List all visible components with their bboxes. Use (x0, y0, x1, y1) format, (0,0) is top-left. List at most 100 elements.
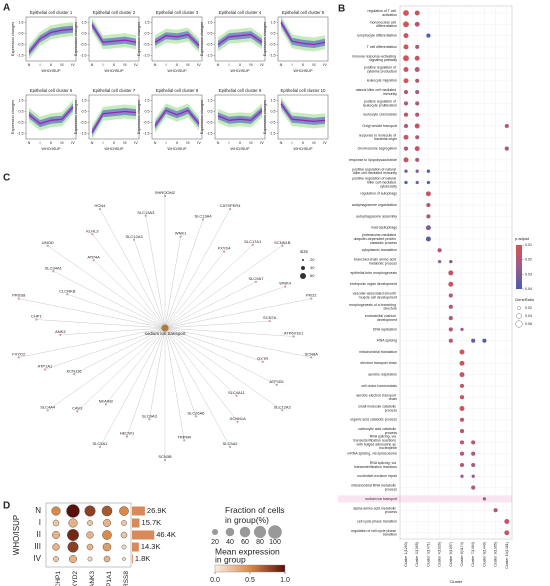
gene-label: HCN4 (94, 203, 106, 208)
size-key (301, 266, 305, 270)
y-axis-label: Expression changes (11, 100, 15, 134)
enrichment-dot (403, 55, 409, 62)
y-axis-label: Expression changes (74, 100, 78, 134)
profile-band (29, 25, 73, 56)
gene-label: NKAIN2 (99, 398, 114, 403)
enrichment-dot (425, 236, 431, 242)
gene-label: SCNN1A (230, 416, 247, 421)
gene-node (17, 356, 20, 359)
size-key (516, 313, 522, 319)
network-edge (164, 327, 197, 417)
gene-node (235, 394, 238, 397)
enrichment-dot (471, 485, 476, 490)
gene-node (76, 410, 79, 413)
network-edge (145, 215, 166, 329)
network-edge (164, 327, 231, 448)
term-label: morphogenesis of a branching structure (349, 303, 397, 311)
gene-label: TRPM4 (177, 434, 191, 439)
x-tick-label: N (28, 141, 31, 145)
y-tick-label: 0.5 (82, 31, 87, 35)
plot-title: Epithelial cell cluster 5 (282, 10, 325, 15)
network-edge (99, 327, 166, 448)
term-label: alpha-amino acid metabolic process (353, 506, 397, 514)
y-tick-label: -1.5 (143, 53, 149, 57)
expression-dot (84, 505, 96, 517)
gene-node (46, 244, 49, 247)
y-axis-label: Expression changes (74, 22, 78, 56)
y-tick-label: -1.5 (269, 131, 275, 135)
network-edge (18, 298, 166, 329)
y-axis-label: Expression changes (263, 22, 267, 56)
enrichment-dot (415, 78, 420, 83)
network-edge (164, 320, 270, 329)
x-axis-label: WHO/ISUP (104, 147, 124, 151)
term-label: carboxylic acid catabolic process (358, 427, 397, 435)
gene-node (194, 415, 198, 418)
expression-dot (102, 542, 112, 552)
color-tick-label: 0.04 (525, 287, 532, 291)
enrichment-dot (415, 90, 420, 95)
network-edge (164, 208, 231, 329)
network-edge (47, 245, 166, 329)
enrichment-dot (471, 338, 476, 343)
term-label: electron transport chain (360, 361, 397, 365)
enrichment-dot (448, 270, 454, 276)
expression-dot (52, 543, 60, 551)
expression-dot (67, 529, 79, 541)
term-label: mRNA splicing, via spliceosome (347, 452, 397, 456)
network-edge (18, 327, 166, 358)
expression-dot (121, 544, 127, 550)
term-label: mitochondrial RNA metabolic process (351, 484, 397, 492)
term-label: sodium ion transport (365, 497, 397, 501)
x-tick-label: II (176, 63, 178, 67)
gene-label: ATP1A1 (38, 364, 53, 369)
x-axis-label: WHO/ISUP (293, 69, 313, 73)
row-label: III (34, 542, 41, 551)
x-tick-label: I (39, 141, 40, 145)
gene-node (52, 270, 55, 273)
row-label: IV (33, 554, 41, 563)
gene-node (148, 418, 151, 421)
term-label: embryonic organ development (350, 282, 397, 286)
x-tick-label: III (123, 141, 126, 145)
enrichment-dot (437, 248, 442, 253)
enrichment-dot (403, 90, 409, 95)
panel-label: C (3, 173, 10, 184)
enrichment-dot (504, 123, 509, 129)
count-bar (132, 506, 145, 516)
plot-title: Epithelial cell cluster 4 (219, 10, 262, 15)
profile-band (155, 106, 199, 130)
enrichment-dot (504, 146, 509, 151)
enrichment-dot (493, 508, 498, 513)
x-tick-label: IV (71, 141, 75, 145)
size-key (300, 273, 306, 279)
enrichment-dot (415, 169, 419, 173)
x-tick-label: I (291, 63, 292, 67)
term-label: regulation of T cell activation (368, 9, 397, 17)
count-bar (132, 530, 155, 540)
profile-line (154, 33, 200, 47)
term-label: natural killer cell mediated immunity (356, 88, 398, 96)
term-label: lymphocyte differentiation (357, 34, 397, 38)
y-tick-label: -0.5 (269, 42, 275, 46)
x-tick-label: III (60, 63, 63, 67)
term-label: autophagosome assembly (356, 214, 397, 218)
cluster-label: Cluster 6(1174) (460, 542, 464, 567)
enrichment-dot (414, 123, 420, 129)
enrichment-dot (448, 327, 453, 332)
enrichment-dot (448, 338, 453, 343)
gene-label: SLC4A11 (228, 390, 246, 395)
enrichment-dot (448, 304, 453, 309)
network-edge (164, 251, 225, 329)
gene-node (92, 259, 95, 262)
enrichment-dot (414, 146, 420, 152)
color-bar (214, 564, 286, 573)
enrichment-dot (459, 451, 465, 456)
y-tick-label: 1.5 (271, 98, 276, 102)
network-edge (164, 327, 263, 362)
size-key (517, 306, 521, 310)
y-tick-label: -1.5 (206, 131, 212, 135)
expression-dot (52, 531, 60, 539)
enrichment-dot (449, 259, 453, 264)
network-edge (164, 327, 237, 396)
